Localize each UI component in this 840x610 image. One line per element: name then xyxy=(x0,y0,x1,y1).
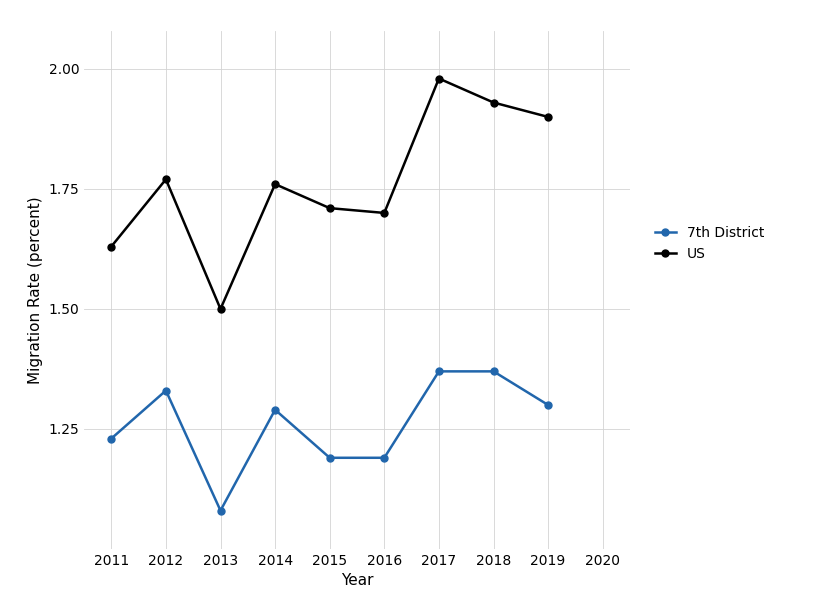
7th District xyxy=(489,368,499,375)
Line: 7th District: 7th District xyxy=(108,368,552,514)
US xyxy=(160,176,171,183)
X-axis label: Year: Year xyxy=(341,573,373,589)
7th District xyxy=(215,507,225,514)
US xyxy=(107,243,117,250)
7th District xyxy=(324,454,334,461)
7th District xyxy=(107,435,117,442)
US xyxy=(489,99,499,106)
7th District xyxy=(433,368,444,375)
7th District xyxy=(160,387,171,394)
US xyxy=(433,75,444,82)
US xyxy=(380,209,390,217)
Legend: 7th District, US: 7th District, US xyxy=(648,219,771,268)
Line: US: US xyxy=(108,75,552,312)
7th District xyxy=(380,454,390,461)
Y-axis label: Migration Rate (percent): Migration Rate (percent) xyxy=(28,196,43,384)
US xyxy=(215,305,225,312)
US xyxy=(543,113,554,121)
US xyxy=(270,181,281,188)
7th District xyxy=(270,406,281,414)
7th District xyxy=(543,401,554,409)
US xyxy=(324,204,334,212)
